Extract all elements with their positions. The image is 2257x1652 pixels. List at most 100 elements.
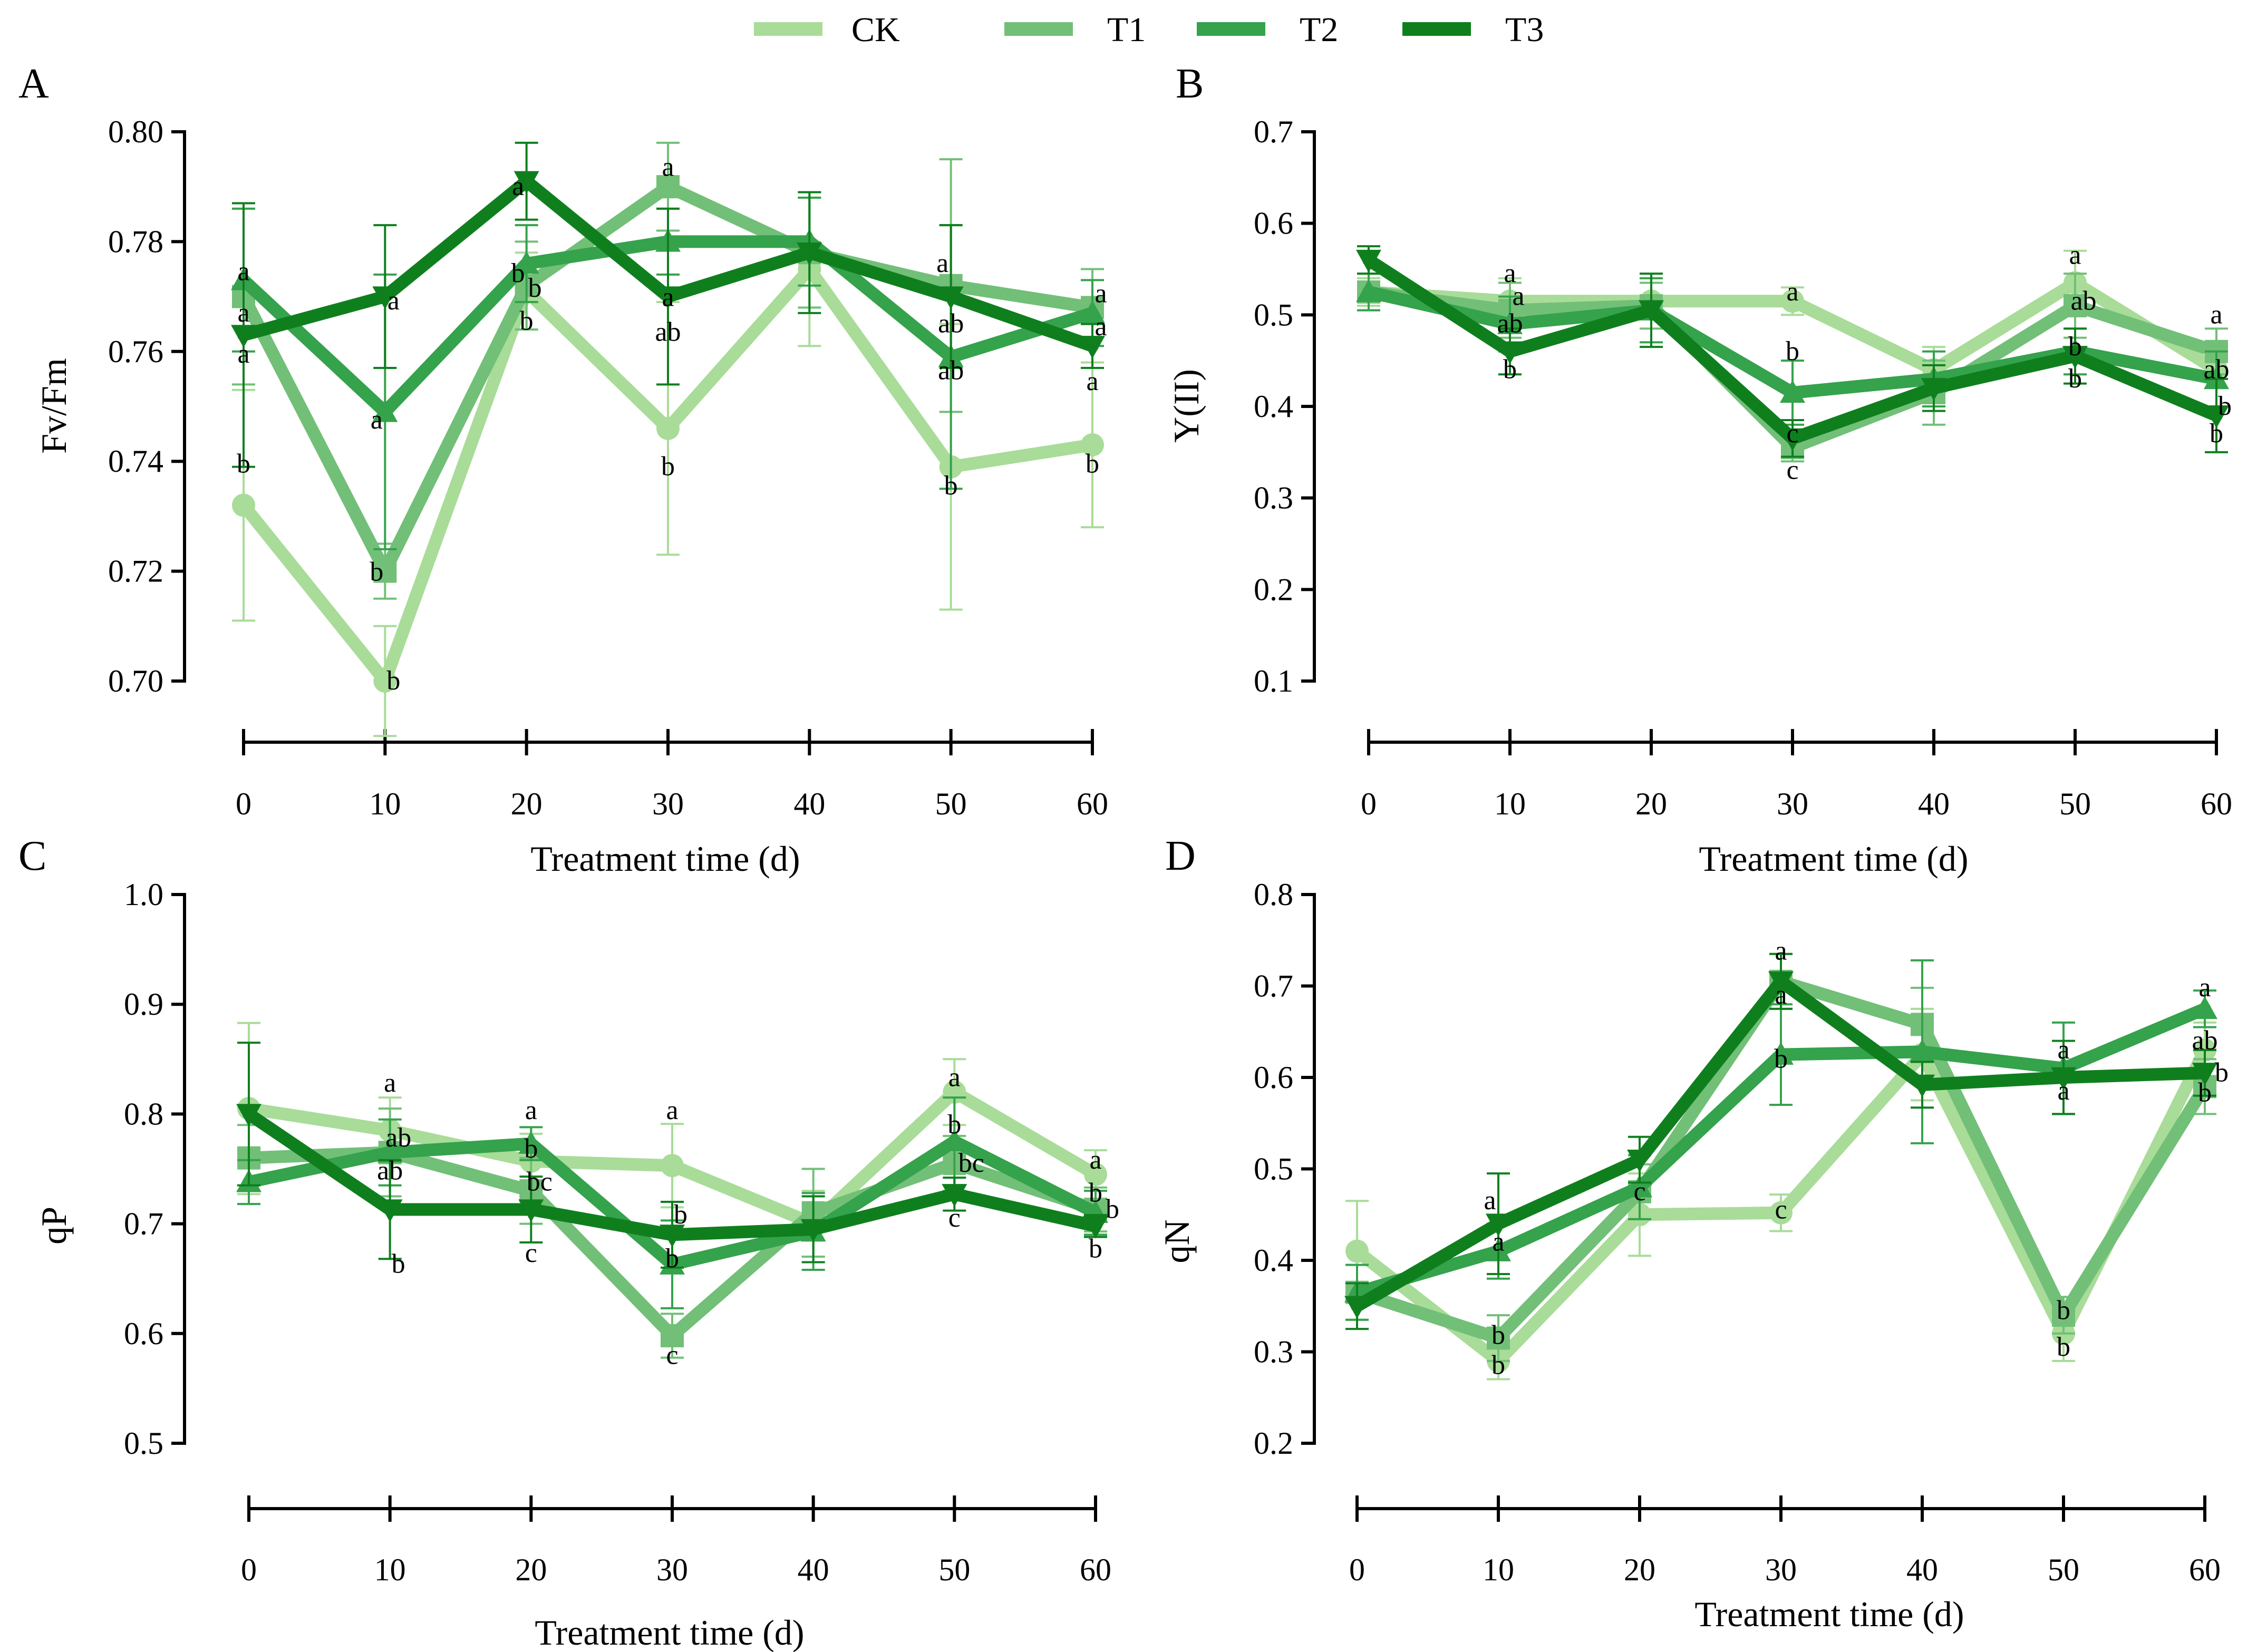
data-point (1921, 378, 1946, 401)
y-tick-label: 0.7 (1254, 114, 1293, 149)
significance-label: bc (958, 1148, 984, 1178)
legend-item-t1[interactable]: T1 (1004, 11, 1146, 49)
significance-label: b (1089, 1178, 1102, 1208)
significance-label: a (1512, 281, 1524, 312)
significance-label: b (2218, 391, 2232, 421)
panel-d: D qN Treatment time (d) 0.20.30.40.50.60… (1157, 833, 2229, 1634)
data-point (377, 1140, 403, 1163)
x-tick-label: 0 (241, 1552, 257, 1587)
significance-label: b (370, 557, 383, 587)
y-tick-label: 0.3 (1254, 481, 1293, 516)
data-point (938, 286, 964, 309)
panel-b-y-axis: 0.1 0.2 0.3 0.4 0.5 0.6 0.7 (1254, 114, 1316, 698)
significance-label: c (1786, 419, 1798, 449)
significance-label: a (2069, 240, 2081, 270)
panel-a-ylabel: Fv/Fm (34, 358, 74, 453)
significance-label: a (2057, 1035, 2069, 1065)
significance-label: a (662, 152, 674, 182)
y-tick-label: 0.2 (1254, 572, 1293, 607)
significance-label: b (2210, 419, 2223, 449)
data-point (656, 416, 680, 440)
panel-letter-a: A (18, 61, 49, 107)
x-tick-label: 60 (1080, 1552, 1111, 1587)
y-tick-label: 0.5 (1254, 1152, 1293, 1187)
panel-c-y-axis: 0.5 0.6 0.7 0.8 0.9 1.0 (124, 877, 186, 1461)
x-tick-label: 0 (1349, 1552, 1365, 1587)
significance-label: a (1775, 980, 1787, 1010)
significance-label: b (392, 1249, 405, 1279)
y-tick-label: 0.6 (1254, 1060, 1293, 1095)
data-point (2062, 346, 2088, 369)
significance-label: b (386, 666, 400, 696)
significance-label: b (1491, 1320, 1505, 1350)
x-tick-label: 40 (1906, 1552, 1938, 1587)
data-point (2204, 366, 2229, 390)
x-tick-label: 30 (1765, 1552, 1797, 1587)
panel-a: A Fv/Fm Treatment time (d) 0.700.720.740… (18, 61, 1108, 879)
significance-label: ab (2192, 1026, 2217, 1056)
x-tick-label: 50 (935, 786, 967, 821)
data-point (1487, 1326, 1510, 1350)
significance-label: b (1491, 1350, 1505, 1381)
x-tick-label: 10 (1483, 1552, 1514, 1587)
significance-label: b (1786, 336, 1799, 366)
data-point (1780, 428, 1805, 451)
legend-item-ck[interactable]: CK (754, 11, 900, 49)
x-tick-label: 0 (1361, 786, 1377, 821)
panel-letter-d: D (1165, 833, 1196, 879)
significance-label: a (948, 1063, 961, 1093)
y-tick-label: 0.8 (1254, 877, 1293, 912)
data-point (1768, 1042, 1794, 1065)
significance-label: ab (938, 355, 964, 385)
y-tick-label: 0.9 (124, 987, 163, 1022)
significance-label: a (2210, 299, 2222, 329)
significance-label: ab (2070, 286, 2096, 316)
data-point (1345, 1239, 1369, 1263)
significance-label: a (2198, 973, 2211, 1003)
significance-label: b (2198, 1077, 2212, 1107)
significance-label: a (2057, 1076, 2069, 1106)
significance-label: b (665, 1243, 679, 1274)
panel-c-series-t3 (236, 1042, 1108, 1269)
significance-label: b (528, 273, 542, 303)
significance-label: b (2057, 1332, 2070, 1362)
significance-label: a (237, 339, 249, 369)
y-tick-label: 0.5 (124, 1426, 163, 1461)
x-tick-label: 10 (369, 786, 401, 821)
data-point (1910, 1074, 1935, 1097)
legend-item-t3[interactable]: T3 (1402, 11, 1544, 49)
panel-c-xlabel: Treatment time (d) (535, 1612, 804, 1652)
panel-b-xlabel: Treatment time (d) (1699, 839, 1968, 879)
significance-label: b (661, 452, 675, 482)
significance-label: a (1492, 1227, 1504, 1257)
x-tick-label: 20 (1635, 786, 1667, 821)
x-tick-label: 60 (2189, 1552, 2221, 1587)
x-tick-label: 20 (1624, 1552, 1655, 1587)
significance-label: a (1484, 1185, 1496, 1216)
data-point (800, 1219, 826, 1242)
data-point (377, 1199, 403, 1222)
significance-label: b (237, 449, 250, 479)
panel-a-y-axis: 0.70 0.72 0.74 0.76 0.78 0.80 (108, 114, 186, 698)
y-tick-label: 0.74 (108, 444, 163, 479)
x-tick-label: 20 (511, 786, 543, 821)
y-tick-label: 0.6 (124, 1316, 163, 1351)
significance-label: b (2068, 332, 2082, 362)
y-tick-label: 0.76 (108, 334, 163, 369)
data-point (1080, 336, 1105, 359)
data-point (1627, 1149, 1652, 1173)
data-point (2192, 996, 2217, 1019)
legend-item-t2[interactable]: T2 (1197, 11, 1338, 49)
panel-d-y-axis: 0.2 0.3 0.4 0.5 0.6 0.7 0.8 (1254, 877, 1316, 1461)
legend-label-t1: T1 (1107, 11, 1146, 49)
data-point (1781, 289, 1804, 313)
y-tick-label: 0.1 (1254, 664, 1293, 698)
x-tick-label: 30 (652, 786, 684, 821)
x-tick-label: 0 (236, 786, 251, 821)
significance-label: b (2068, 364, 2082, 394)
x-tick-label: 40 (1918, 786, 1950, 821)
significance-label: a (662, 283, 674, 313)
significance-label: a (1504, 258, 1516, 288)
